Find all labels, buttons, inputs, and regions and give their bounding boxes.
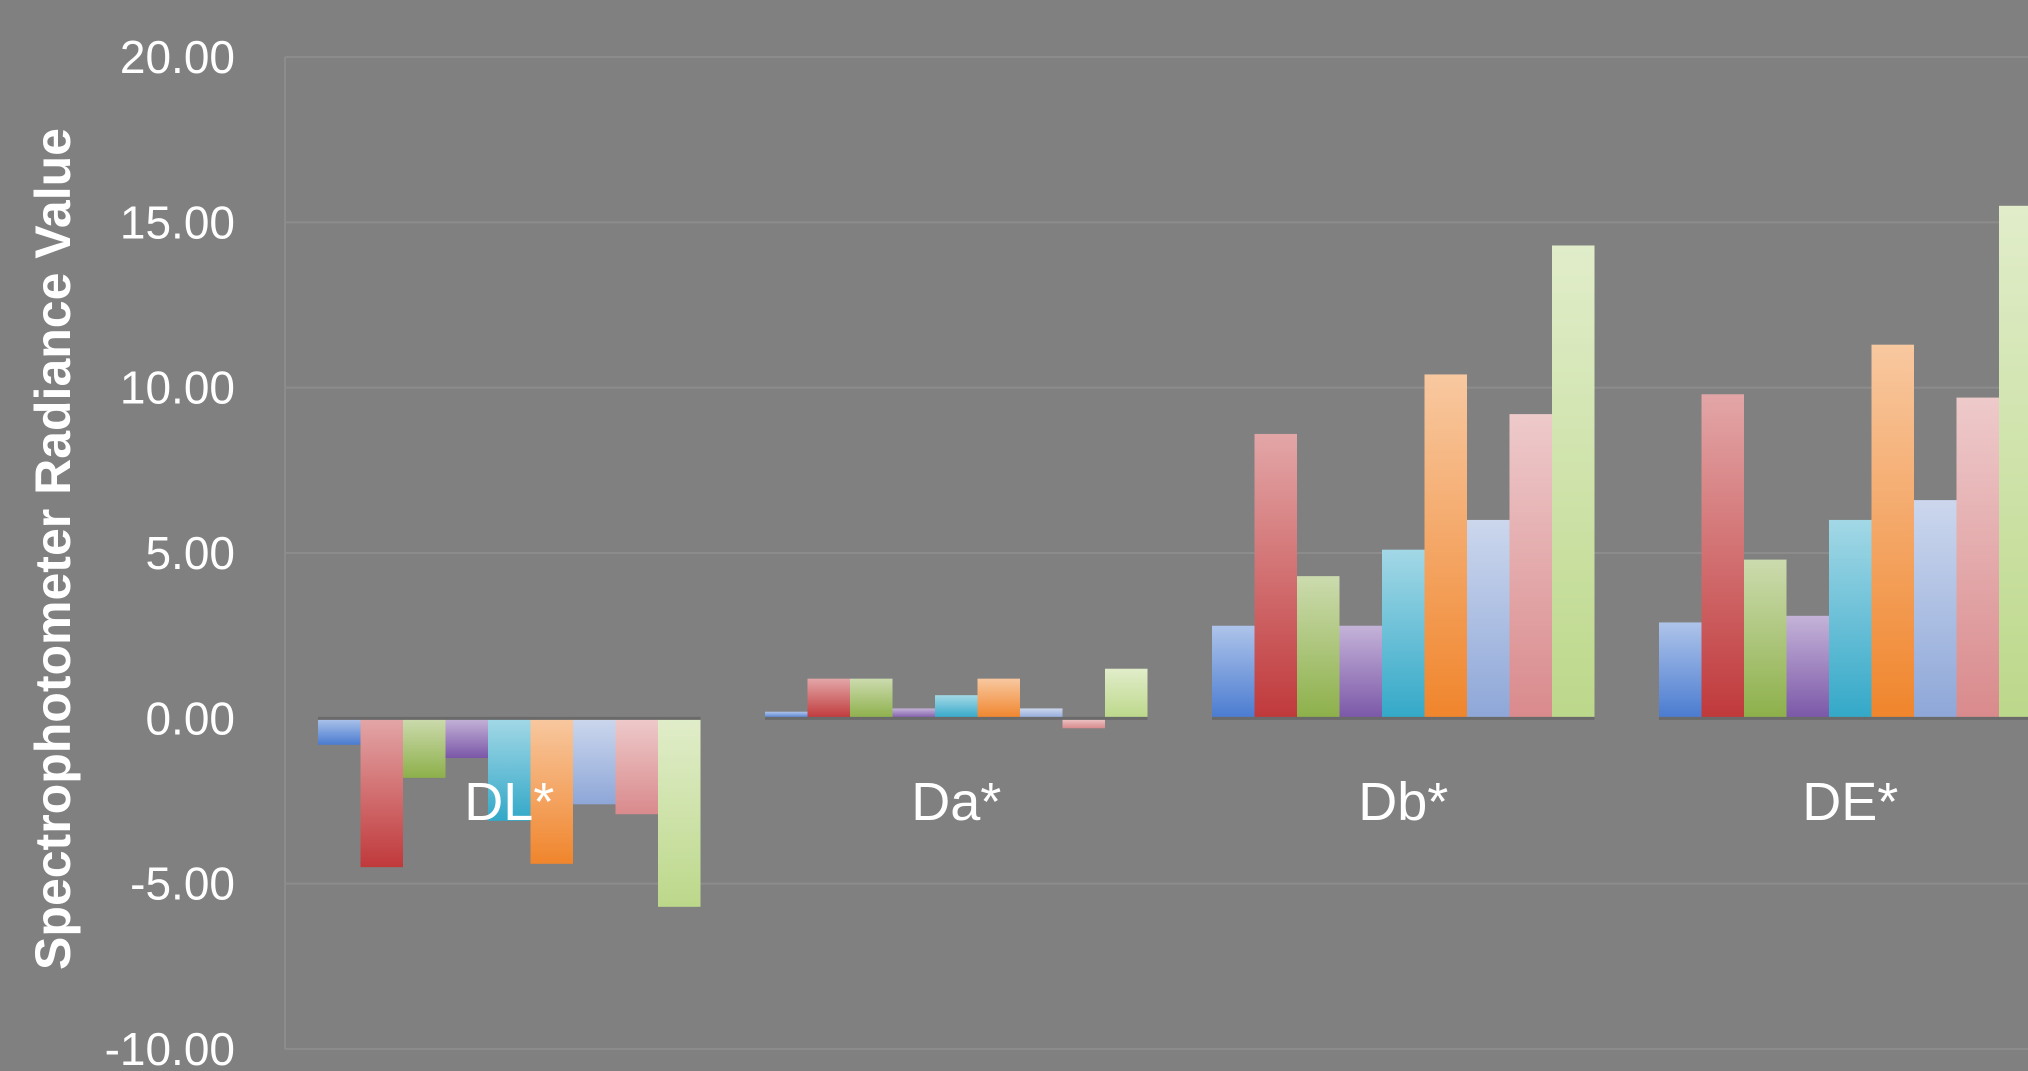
- bar: [1786, 615, 1829, 719]
- y-tick-label: 15.00: [120, 196, 235, 248]
- bar: [318, 718, 361, 745]
- bars: [318, 205, 2028, 907]
- bar: [850, 678, 893, 719]
- bar: [1509, 414, 1552, 719]
- y-tick-label: 20.00: [120, 31, 235, 83]
- bar: [1829, 519, 1872, 719]
- bar: [935, 695, 978, 719]
- bar: [765, 711, 808, 719]
- bar: [1382, 549, 1425, 719]
- bar: [1999, 205, 2028, 719]
- bar: [1297, 576, 1340, 719]
- bar: [1062, 718, 1105, 729]
- bar: [1424, 374, 1467, 719]
- bar: [530, 718, 573, 864]
- category-labels: DL* Da* Db* DE*: [464, 772, 1898, 832]
- bar: [1020, 708, 1063, 719]
- x-category-label: DL*: [464, 772, 554, 832]
- y-tick-label: 0.00: [145, 692, 235, 744]
- bar: [892, 708, 935, 719]
- bar: [1956, 397, 1999, 719]
- bar: [615, 718, 658, 815]
- bar: [360, 718, 403, 868]
- y-tick-label: -5.00: [130, 858, 235, 910]
- grid-lines: [285, 56, 2028, 1050]
- y-tick-label: 5.00: [145, 527, 235, 579]
- bar: [1552, 245, 1595, 719]
- bar: [573, 718, 616, 805]
- bar: [1659, 622, 1702, 719]
- bar: [403, 718, 446, 778]
- bar: [1254, 433, 1297, 719]
- x-category-label: Da*: [911, 772, 1001, 832]
- y-tick-label: 10.00: [120, 362, 235, 414]
- bar: [658, 718, 701, 907]
- bar: [977, 678, 1020, 719]
- bar: [1105, 668, 1148, 719]
- bar: [807, 678, 850, 719]
- bar: [1914, 500, 1957, 719]
- bar: [1744, 559, 1787, 719]
- x-category-label: DE*: [1802, 772, 1898, 832]
- bar: [1467, 519, 1510, 719]
- x-category-label: Db*: [1358, 772, 1448, 832]
- y-axis-title: Spectrophotometer Radiance Value: [25, 128, 81, 970]
- bar: [488, 718, 531, 821]
- bar: [1212, 625, 1255, 719]
- bar: [445, 718, 488, 759]
- y-tick-label: -10.00: [105, 1023, 235, 1071]
- bar: [1339, 625, 1382, 719]
- bar: [1871, 344, 1914, 719]
- bar: [1701, 394, 1744, 719]
- y-axis: 20.00 15.00 10.00 5.00 0.00 -5.00 -10.00: [105, 31, 286, 1071]
